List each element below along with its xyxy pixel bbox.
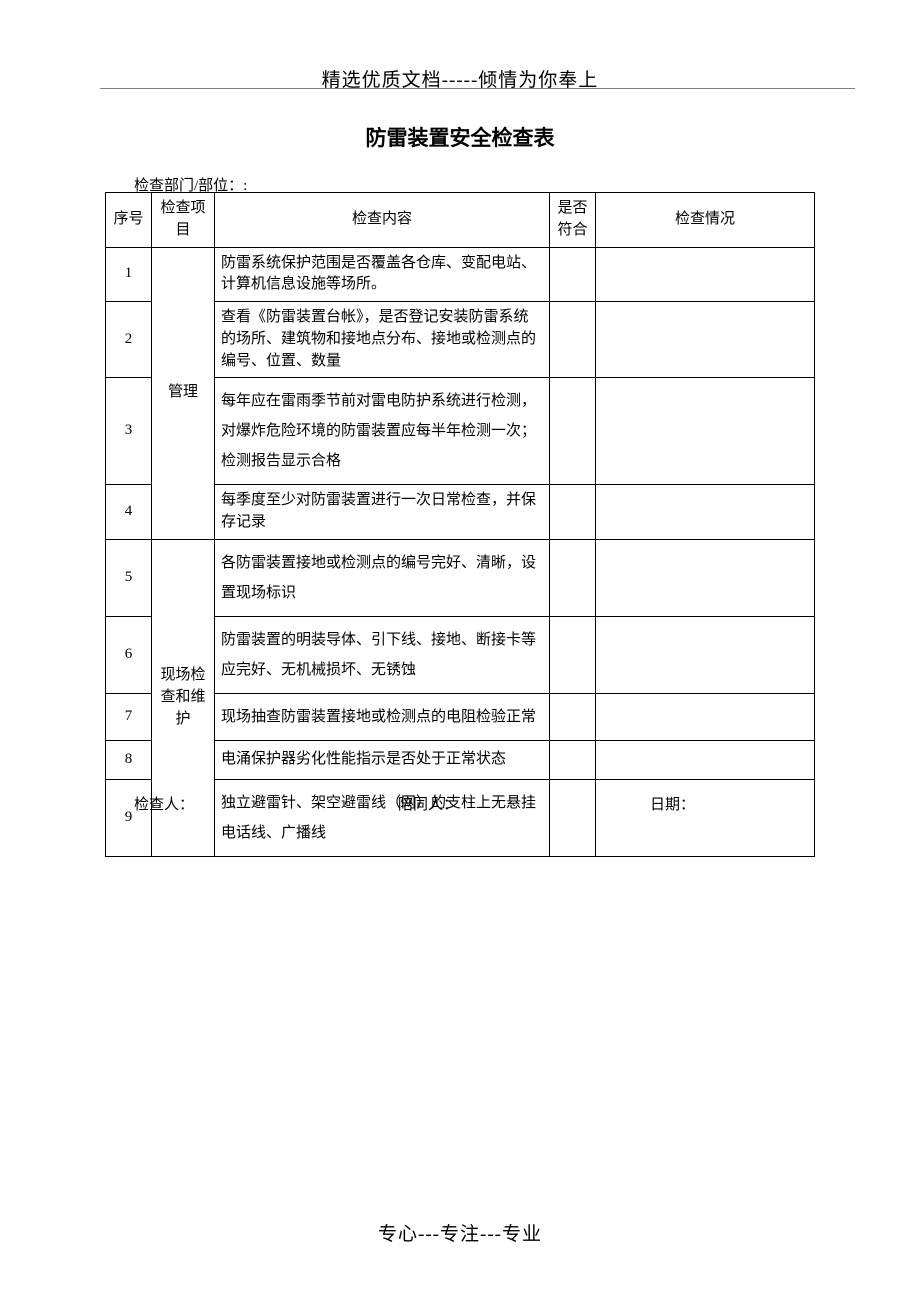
- cell-content: 防雷系统保护范围是否覆盖各仓库、变配电站、计算机信息设施等场所。: [215, 247, 550, 302]
- cell-seq: 1: [106, 247, 152, 302]
- cell-situation: [596, 247, 815, 302]
- cell-seq: 5: [106, 539, 152, 616]
- cell-content: 每年应在雷雨季节前对雷电防护系统进行检测，对爆炸危险环境的防雷装置应每半年检测一…: [215, 378, 550, 485]
- cell-seq: 4: [106, 485, 152, 540]
- cell-conform: [550, 693, 596, 740]
- cell-situation: [596, 616, 815, 693]
- cell-content: 现场抽查防雷装置接地或检测点的电阻检验正常: [215, 693, 550, 740]
- table-row: 1 管理 防雷系统保护范围是否覆盖各仓库、变配电站、计算机信息设施等场所。: [106, 247, 815, 302]
- date-label: 日期：: [650, 793, 695, 814]
- col-conform-header: 是否符合: [550, 193, 596, 248]
- inspection-table: 序号 检查项目 检查内容 是否符合 检查情况 1 管理 防雷系统保护范围是否覆盖…: [105, 192, 815, 857]
- col-seq-header: 序号: [106, 193, 152, 248]
- signature-line: 检查人： 陪同人： 日期：: [134, 793, 812, 814]
- cell-conform: [550, 378, 596, 485]
- document-title: 防雷装置安全检查表: [0, 122, 920, 152]
- cell-situation: [596, 693, 815, 740]
- cell-conform: [550, 616, 596, 693]
- companion-label: 陪同人：: [398, 793, 650, 814]
- cell-group-1: 管理: [152, 247, 215, 539]
- header-rule: [100, 88, 855, 89]
- cell-situation: [596, 539, 815, 616]
- cell-content: 每季度至少对防雷装置进行一次日常检查，并保存记录: [215, 485, 550, 540]
- cell-content: 查看《防雷装置台帐》，是否登记安装防雷系统的场所、建筑物和接地点分布、接地或检测…: [215, 302, 550, 378]
- cell-situation: [596, 740, 815, 779]
- cell-seq: 7: [106, 693, 152, 740]
- cell-conform: [550, 302, 596, 378]
- col-situation-header: 检查情况: [596, 193, 815, 248]
- cell-content: 各防雷装置接地或检测点的编号完好、清晰，设置现场标识: [215, 539, 550, 616]
- cell-seq: 2: [106, 302, 152, 378]
- cell-content: 电涌保护器劣化性能指示是否处于正常状态: [215, 740, 550, 779]
- cell-conform: [550, 485, 596, 540]
- cell-conform: [550, 740, 596, 779]
- inspector-label: 检查人：: [134, 793, 398, 814]
- cell-situation: [596, 485, 815, 540]
- cell-conform: [550, 247, 596, 302]
- cell-seq: 9: [106, 779, 152, 856]
- col-item-header: 检查项目: [152, 193, 215, 248]
- table-header-row: 序号 检查项目 检查内容 是否符合 检查情况: [106, 193, 815, 248]
- col-content-header: 检查内容: [215, 193, 550, 248]
- cell-seq: 3: [106, 378, 152, 485]
- page-footer: 专心---专注---专业: [0, 1219, 920, 1246]
- cell-situation: [596, 302, 815, 378]
- cell-content: 独立避雷针、架空避雷线（网）的支柱上无悬挂电话线、广播线: [215, 779, 550, 856]
- cell-content: 防雷装置的明装导体、引下线、接地、断接卡等应完好、无机械损坏、无锈蚀: [215, 616, 550, 693]
- cell-situation: [596, 378, 815, 485]
- cell-seq: 6: [106, 616, 152, 693]
- cell-seq: 8: [106, 740, 152, 779]
- table-row: 5 现场检查和维护 各防雷装置接地或检测点的编号完好、清晰，设置现场标识: [106, 539, 815, 616]
- cell-situation: [596, 779, 815, 856]
- cell-conform: [550, 779, 596, 856]
- cell-conform: [550, 539, 596, 616]
